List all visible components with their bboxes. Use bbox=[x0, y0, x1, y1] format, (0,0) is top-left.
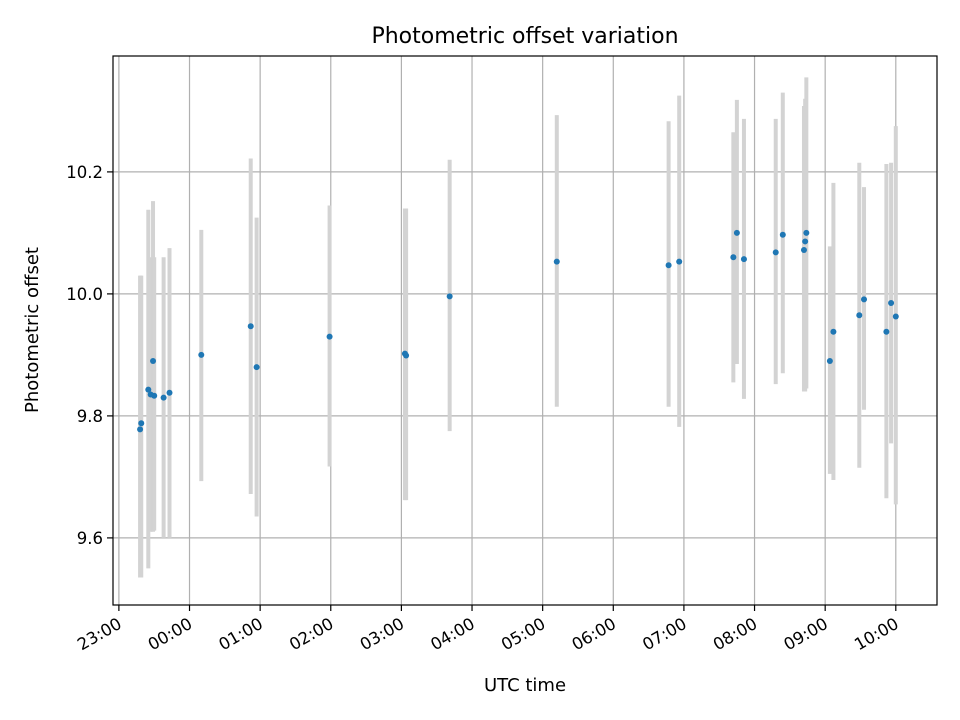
data-point bbox=[883, 328, 890, 335]
data-point bbox=[861, 296, 868, 303]
x-tick-label: 03:00 bbox=[357, 614, 408, 654]
x-tick-label: 04:00 bbox=[427, 614, 478, 654]
data-point bbox=[740, 256, 747, 263]
x-tick-label: 00:00 bbox=[145, 614, 196, 654]
x-tick-label: 09:00 bbox=[780, 614, 831, 654]
data-point bbox=[830, 328, 837, 335]
y-axis-ticks: 9.6 9.8 10.0 10.2 bbox=[66, 163, 113, 548]
y-axis-label: Photometric offset bbox=[22, 247, 43, 413]
y-tick-label: 10.2 bbox=[66, 163, 103, 182]
data-point bbox=[802, 238, 809, 245]
data-point bbox=[730, 254, 737, 261]
data-point bbox=[160, 394, 167, 401]
y-tick-label: 9.8 bbox=[77, 407, 103, 426]
x-tick-label: 08:00 bbox=[710, 614, 761, 654]
data-point bbox=[247, 323, 254, 330]
data-point bbox=[151, 392, 158, 399]
data-point bbox=[665, 262, 672, 269]
data-point bbox=[253, 364, 260, 371]
x-tick-label: 07:00 bbox=[639, 614, 690, 654]
data-point bbox=[137, 426, 144, 433]
data-point bbox=[803, 229, 810, 236]
x-tick-label: 05:00 bbox=[498, 614, 549, 654]
data-point bbox=[892, 313, 899, 320]
x-axis-label: UTC time bbox=[484, 675, 566, 696]
data-point bbox=[326, 333, 333, 340]
data-point bbox=[150, 358, 157, 364]
x-tick-label: 06:00 bbox=[569, 614, 620, 654]
data-point bbox=[138, 420, 145, 427]
data-point bbox=[166, 389, 173, 396]
data-point bbox=[403, 352, 410, 359]
y-tick-label: 9.6 bbox=[77, 529, 103, 548]
data-point bbox=[553, 258, 560, 265]
data-point bbox=[198, 351, 205, 358]
plot-frame bbox=[112, 55, 938, 606]
data-point bbox=[772, 249, 779, 256]
x-axis-ticks: 23:00 00:00 01:00 02:00 03:00 04:00 05:00 06:00… bbox=[74, 605, 902, 654]
x-tick-label: 01:00 bbox=[215, 614, 266, 654]
data-point bbox=[733, 229, 740, 236]
data-point bbox=[779, 231, 786, 238]
data-point bbox=[446, 293, 453, 300]
data-point bbox=[145, 386, 152, 393]
x-tick-label: 10:00 bbox=[851, 614, 902, 654]
data-point bbox=[826, 358, 833, 364]
y-tick-label: 10.0 bbox=[66, 285, 103, 304]
x-tick-label: 23:00 bbox=[74, 614, 125, 654]
data-points bbox=[137, 229, 899, 433]
data-point bbox=[856, 312, 863, 319]
chart-title: Photometric offset variation bbox=[371, 24, 678, 49]
data-point bbox=[888, 300, 895, 307]
data-point bbox=[676, 258, 683, 265]
data-point bbox=[800, 246, 807, 253]
x-tick-label: 02:00 bbox=[286, 614, 337, 654]
grid-lines bbox=[113, 56, 937, 605]
